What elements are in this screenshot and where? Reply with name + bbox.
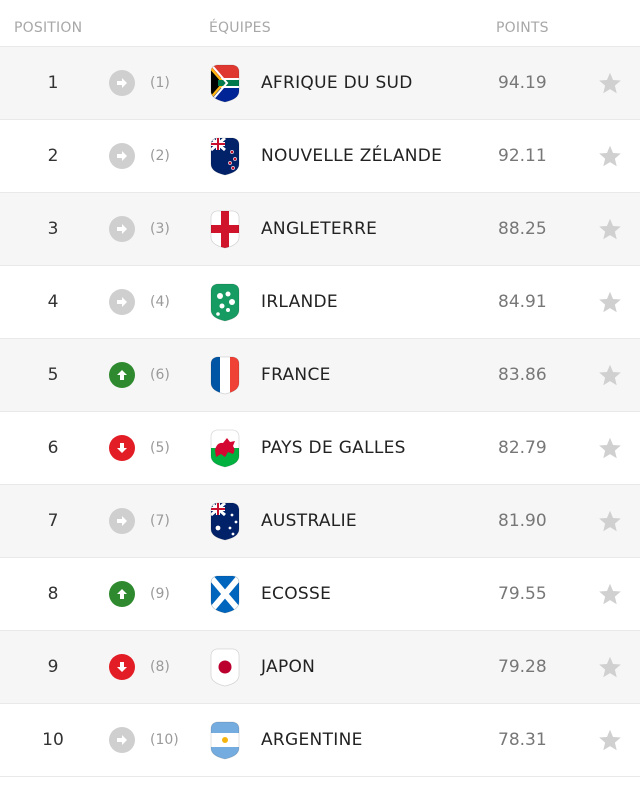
team-name[interactable]: AFRIQUE DU SUD	[261, 73, 413, 93]
argentina-flag-icon	[208, 720, 242, 760]
rank-number: 3	[47, 219, 59, 239]
movement-up-arrow-icon	[109, 581, 135, 607]
new-zealand-flag-icon	[208, 136, 242, 176]
header-points: POINTS	[496, 20, 549, 36]
previous-rank: (7)	[150, 513, 170, 529]
table-row[interactable]: 3 (3) ANGLETERRE 88.25	[0, 193, 640, 266]
south-africa-flag-icon	[208, 63, 242, 103]
rank-number: 7	[47, 511, 59, 531]
england-flag-icon	[208, 209, 242, 249]
rank-number: 9	[47, 657, 59, 677]
favorite-star-icon[interactable]	[597, 435, 623, 461]
previous-rank: (10)	[150, 732, 179, 748]
team-points: 83.86	[498, 365, 547, 385]
team-points: 79.55	[498, 584, 547, 604]
previous-rank: (6)	[150, 367, 170, 383]
team-points: 88.25	[498, 219, 547, 239]
team-name[interactable]: ECOSSE	[261, 584, 332, 604]
team-points: 94.19	[498, 73, 547, 93]
movement-down-arrow-icon	[109, 435, 135, 461]
scotland-flag-icon	[208, 574, 242, 614]
table-row[interactable]: 6 (5) PAYS DE GALLES 82.79	[0, 412, 640, 485]
movement-right-arrow-icon	[109, 216, 135, 242]
movement-up-arrow-icon	[109, 362, 135, 388]
team-name[interactable]: ANGLETERRE	[261, 219, 378, 239]
previous-rank: (4)	[150, 294, 170, 310]
rank-number: 4	[47, 292, 59, 312]
favorite-star-icon[interactable]	[597, 654, 623, 680]
table-row[interactable]: 7 (7) AUSTRALIE 81.90	[0, 485, 640, 558]
favorite-star-icon[interactable]	[597, 143, 623, 169]
previous-rank: (3)	[150, 221, 170, 237]
favorite-star-icon[interactable]	[597, 727, 623, 753]
rank-number: 8	[47, 584, 59, 604]
movement-right-arrow-icon	[109, 70, 135, 96]
rank-number: 10	[42, 730, 64, 750]
movement-right-arrow-icon	[109, 727, 135, 753]
table-row[interactable]: 1 (1) AFRIQUE DU SUD 94.19	[0, 46, 640, 120]
team-name[interactable]: PAYS DE GALLES	[261, 438, 406, 458]
movement-right-arrow-icon	[109, 143, 135, 169]
team-points: 92.11	[498, 146, 547, 166]
header-position: POSITION	[14, 20, 83, 36]
table-body: 1 (1) AFRIQUE DU SUD 94.19 2 (2) NOUVELLE ZÉLA…	[0, 46, 640, 777]
favorite-star-icon[interactable]	[597, 362, 623, 388]
favorite-star-icon[interactable]	[597, 581, 623, 607]
table-row[interactable]: 10 (10) ARGENTINE 78.31	[0, 704, 640, 777]
movement-right-arrow-icon	[109, 508, 135, 534]
favorite-star-icon[interactable]	[597, 289, 623, 315]
team-name[interactable]: FRANCE	[261, 365, 331, 385]
team-name[interactable]: NOUVELLE ZÉLANDE	[261, 146, 443, 166]
team-name[interactable]: JAPON	[261, 657, 316, 677]
rank-number: 2	[47, 146, 59, 166]
table-row[interactable]: 2 (2) NOUVELLE ZÉLANDE 92.11	[0, 120, 640, 193]
movement-right-arrow-icon	[109, 289, 135, 315]
movement-down-arrow-icon	[109, 654, 135, 680]
australia-flag-icon	[208, 501, 242, 541]
japan-flag-icon	[208, 647, 242, 687]
team-points: 79.28	[498, 657, 547, 677]
previous-rank: (1)	[150, 75, 170, 91]
team-points: 84.91	[498, 292, 547, 312]
table-row[interactable]: 4 (4) IRLANDE 84.91	[0, 266, 640, 339]
previous-rank: (2)	[150, 148, 170, 164]
team-name[interactable]: IRLANDE	[261, 292, 338, 312]
rank-number: 5	[47, 365, 59, 385]
rank-number: 6	[47, 438, 59, 458]
previous-rank: (9)	[150, 586, 170, 602]
favorite-star-icon[interactable]	[597, 216, 623, 242]
favorite-star-icon[interactable]	[597, 70, 623, 96]
table-row[interactable]: 5 (6) FRANCE 83.86	[0, 339, 640, 412]
table-header: POSITION ÉQUIPES POINTS	[0, 0, 640, 46]
team-name[interactable]: ARGENTINE	[261, 730, 363, 750]
france-flag-icon	[208, 355, 242, 395]
team-points: 81.90	[498, 511, 547, 531]
table-row[interactable]: 8 (9) ECOSSE 79.55	[0, 558, 640, 631]
previous-rank: (5)	[150, 440, 170, 456]
team-points: 82.79	[498, 438, 547, 458]
header-teams: ÉQUIPES	[209, 20, 271, 36]
favorite-star-icon[interactable]	[597, 508, 623, 534]
team-points: 78.31	[498, 730, 547, 750]
ireland-flag-icon	[208, 282, 242, 322]
rank-number: 1	[47, 73, 59, 93]
team-name[interactable]: AUSTRALIE	[261, 511, 357, 531]
table-row[interactable]: 9 (8) JAPON 79.28	[0, 631, 640, 704]
previous-rank: (8)	[150, 659, 170, 675]
wales-flag-icon	[208, 428, 242, 468]
